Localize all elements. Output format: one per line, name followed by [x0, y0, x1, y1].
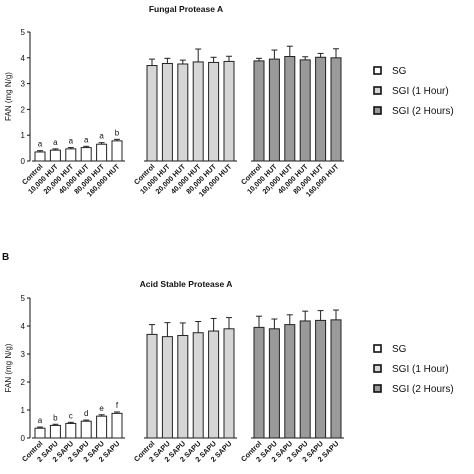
bar — [330, 319, 342, 439]
y-tick-label: 4 — [21, 54, 26, 63]
bar — [161, 336, 173, 439]
bar — [80, 420, 92, 439]
legend-swatch — [373, 66, 382, 75]
bar — [111, 140, 123, 162]
y-tick-label: 1 — [21, 131, 26, 140]
sig-letter: b — [53, 413, 58, 422]
bar — [177, 335, 189, 439]
bar — [161, 62, 173, 162]
legend-label: SGI (2 Hours) — [392, 106, 454, 117]
bar — [223, 328, 235, 439]
legend-swatch — [373, 106, 382, 115]
chart-acid-stable-protease: Acid Stable Protease A FAN (mg N/g) 0 1 2 3 4 5… — [4, 279, 344, 464]
y-tick-label: 2 — [21, 378, 26, 387]
bar — [192, 61, 204, 162]
sig-letter: d — [84, 409, 88, 418]
sig-letter: f — [116, 401, 119, 410]
sig-letter: b — [115, 128, 120, 137]
legend-label: SG — [392, 344, 407, 355]
y-tick-label: 2 — [21, 105, 26, 114]
bar — [49, 149, 61, 162]
chart-title: Fungal Protease A — [149, 4, 223, 14]
bar — [80, 147, 92, 162]
bar — [65, 148, 77, 162]
sig-letter: a — [38, 140, 43, 149]
bar — [34, 151, 46, 162]
bar — [192, 332, 204, 439]
bar — [268, 58, 280, 162]
bar — [208, 330, 220, 439]
y-tick-label: 5 — [21, 28, 26, 37]
bar — [315, 319, 327, 439]
y-tick-label: 3 — [21, 80, 26, 89]
bar — [49, 424, 61, 439]
y-tick-label: 0 — [21, 434, 26, 443]
y-tick-label: 0 — [21, 157, 26, 166]
legend-label: SGI (2 Hours) — [392, 384, 454, 395]
bar — [177, 63, 189, 162]
legend-swatch — [373, 384, 382, 393]
bar — [146, 65, 158, 162]
bar — [34, 427, 46, 439]
bar — [284, 324, 296, 439]
bar — [299, 59, 311, 162]
bar — [268, 328, 280, 439]
legend-label: SG — [392, 66, 407, 77]
y-tick-label: 5 — [21, 294, 26, 303]
legend-top: SG SGI (1 Hour) SGI (2 Hours) — [373, 66, 454, 117]
panel-b-label: B — [2, 252, 9, 263]
legend-swatch — [373, 344, 382, 353]
bar — [65, 422, 77, 439]
sig-letter: c — [69, 411, 73, 420]
sig-letter: a — [69, 137, 74, 146]
bar — [330, 57, 342, 162]
y-axis-label: FAN (mg N/g) — [4, 72, 13, 121]
sig-letter: a — [84, 135, 89, 144]
y-axis-label: FAN (mg N/g) — [4, 343, 13, 392]
y-tick-label: 1 — [21, 406, 26, 415]
bar — [96, 415, 108, 439]
legend-swatch — [373, 364, 382, 373]
bar — [315, 56, 327, 162]
bar — [253, 60, 265, 162]
sig-letter: a — [38, 416, 43, 425]
sig-letter: e — [99, 404, 104, 413]
y-tick-label: 4 — [21, 322, 26, 331]
bar — [299, 320, 311, 439]
bar — [223, 60, 235, 162]
bar — [253, 326, 265, 439]
legend-label: SGI (1 Hour) — [392, 86, 449, 97]
legend-label: SGI (1 Hour) — [392, 364, 449, 375]
bar — [96, 143, 108, 162]
legend-swatch — [373, 86, 382, 95]
sig-letter: a — [99, 132, 104, 141]
bar — [146, 333, 158, 439]
legend-bottom: SG SGI (1 Hour) SGI (2 Hours) — [373, 344, 454, 395]
sig-letter: a — [53, 138, 58, 147]
y-tick-label: 3 — [21, 350, 26, 359]
bar — [111, 412, 123, 439]
chart-title: Acid Stable Protease A — [140, 279, 233, 289]
bar — [208, 61, 220, 162]
bar — [284, 56, 296, 162]
